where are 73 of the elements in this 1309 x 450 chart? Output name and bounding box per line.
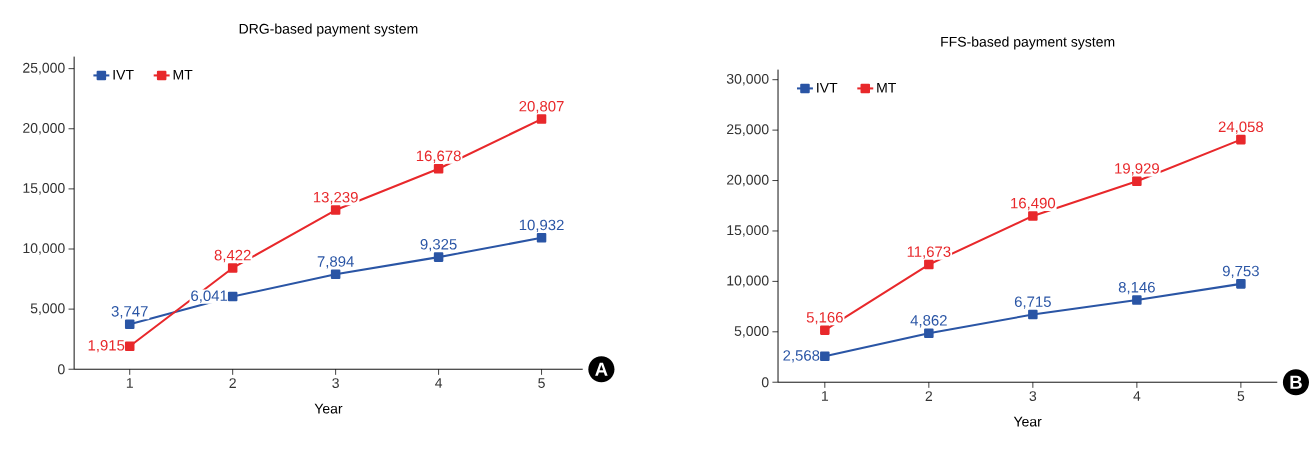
point [1236, 134, 1246, 145]
y-tick-label: 25,000 [727, 124, 769, 136]
point [924, 328, 934, 339]
point [536, 114, 547, 124]
text: B [1290, 375, 1302, 389]
point [1028, 309, 1038, 320]
x-axis-title: Year [1013, 416, 1042, 427]
point [124, 341, 135, 352]
data-label: 6,041 [191, 290, 228, 303]
y-tick-label: 20,000 [23, 123, 65, 135]
y-tick-label: 25,000 [23, 62, 65, 75]
y-tick-label: 15,000 [727, 225, 769, 237]
data-label: 16,490 [1011, 197, 1056, 211]
x-tick-label: 4 [435, 378, 443, 388]
data-label: 6,715 [1014, 296, 1051, 309]
point [1132, 176, 1142, 187]
x-tick-label: 5 [538, 378, 545, 388]
x-tick-label: 3 [332, 378, 339, 389]
data-label: 10,932 [519, 219, 564, 233]
chart-title: DRG-based payment system [239, 23, 418, 37]
y-tick-label: 0 [761, 377, 769, 388]
x-tick-label: 1 [126, 378, 133, 388]
text: A [595, 362, 608, 376]
data-label: 24,058 [1218, 121, 1264, 134]
point [924, 259, 934, 270]
data-label: 7,894 [317, 256, 354, 269]
x-tick-label: 2 [925, 391, 933, 401]
point [330, 269, 341, 280]
y-tick-label: 0 [57, 364, 65, 375]
point [433, 252, 444, 262]
point [820, 325, 830, 335]
x-tick-label: 3 [1029, 391, 1037, 402]
y-tick-label: 20,000 [727, 174, 769, 187]
x-axis-title: Year [314, 403, 343, 414]
y-tick-label: 10,000 [727, 275, 769, 288]
data-label: 5,166 [806, 312, 843, 325]
data-label: 8,146 [1118, 282, 1155, 295]
y-tick-label: 10,000 [23, 243, 65, 255]
point [227, 263, 238, 273]
y-tick-label: 5,000 [734, 326, 769, 338]
point [433, 164, 444, 174]
data-label: 4,862 [910, 315, 947, 328]
data-label: 8,422 [214, 249, 251, 263]
y-tick-label: 5,000 [30, 303, 65, 315]
legend-label: MT [877, 83, 897, 93]
legend-label: IVT [817, 83, 838, 93]
data-label: 9,753 [1222, 265, 1259, 279]
point [820, 351, 830, 362]
chart-title: FFS-based payment system [941, 36, 1115, 50]
x-tick-label: 1 [822, 391, 829, 401]
point [1236, 279, 1246, 289]
data-label: 19,929 [1115, 163, 1159, 176]
point [536, 233, 547, 243]
data-label: 13,239 [313, 192, 358, 205]
x-tick-label: 4 [1133, 391, 1141, 401]
y-tick-label: 15,000 [23, 183, 65, 195]
y-tick-label: 30,000 [726, 74, 769, 86]
legend-label: MT [173, 70, 193, 80]
data-label: 16,678 [416, 150, 461, 164]
point [227, 291, 238, 302]
data-label: 11,673 [907, 246, 951, 259]
x-tick-label: 5 [1237, 391, 1245, 401]
data-label: 9,325 [420, 239, 457, 252]
data-label: 20,807 [519, 101, 564, 114]
point [1132, 295, 1142, 305]
x-tick-label: 2 [229, 378, 236, 388]
data-label: 2,568 [783, 350, 820, 363]
point [1028, 211, 1038, 221]
data-label: 3,747 [111, 306, 148, 319]
data-label: 1,915 [88, 340, 125, 353]
point [330, 205, 341, 215]
point [124, 319, 135, 330]
legend-label: IVT [113, 70, 134, 80]
